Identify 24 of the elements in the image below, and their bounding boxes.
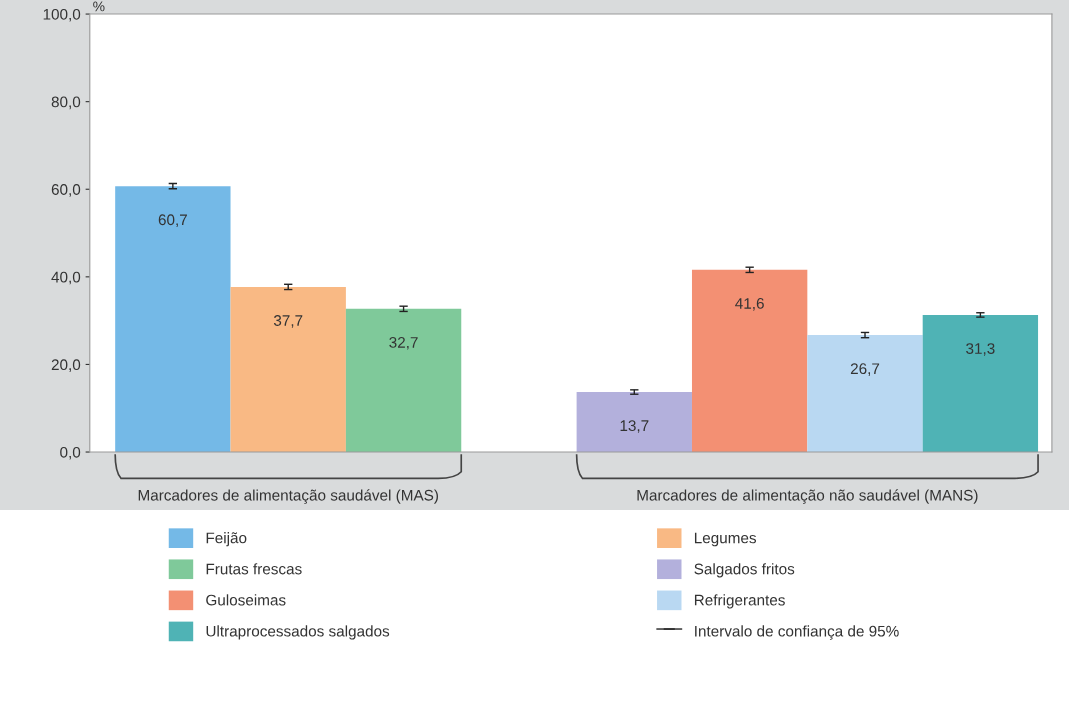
data-label: 60,7: [158, 214, 187, 227]
legend-label: Guloseimas: [206, 594, 286, 606]
y-tick-label: 40,0: [51, 271, 81, 285]
legend-label: Legumes: [694, 532, 757, 547]
legend-label: Frutas frescas: [206, 563, 302, 575]
y-tick-label: 60,0: [51, 184, 81, 197]
legend-label: Feijão: [206, 532, 247, 547]
data-label: 26,7: [850, 363, 880, 376]
text: Intervalo de confiança de 95%: [695, 625, 899, 640]
y-tick-label: 20,0: [51, 359, 81, 372]
legend-label: Ultraprocessados salgados: [206, 625, 390, 640]
data-label: 13,7: [620, 420, 649, 433]
legend-label: Refrigerantes: [694, 594, 785, 609]
y-tick-label: 100,0: [43, 8, 81, 22]
data-label: 32,7: [389, 336, 418, 350]
data-label: 31,3: [966, 343, 995, 356]
y-tick-label: 80,0: [51, 96, 81, 110]
legend-label: Salgados fritos: [694, 563, 795, 578]
y-tick-label: 0,0: [60, 446, 81, 460]
data-label: 41,6: [735, 298, 764, 311]
text: Marcadores de alimentação saudável (MAS): [138, 489, 438, 504]
data-label: 37,7: [273, 315, 303, 328]
text: Marcadores de alimentação não saudável (MANS): [637, 489, 978, 504]
y-axis-title: %: [93, 1, 105, 12]
